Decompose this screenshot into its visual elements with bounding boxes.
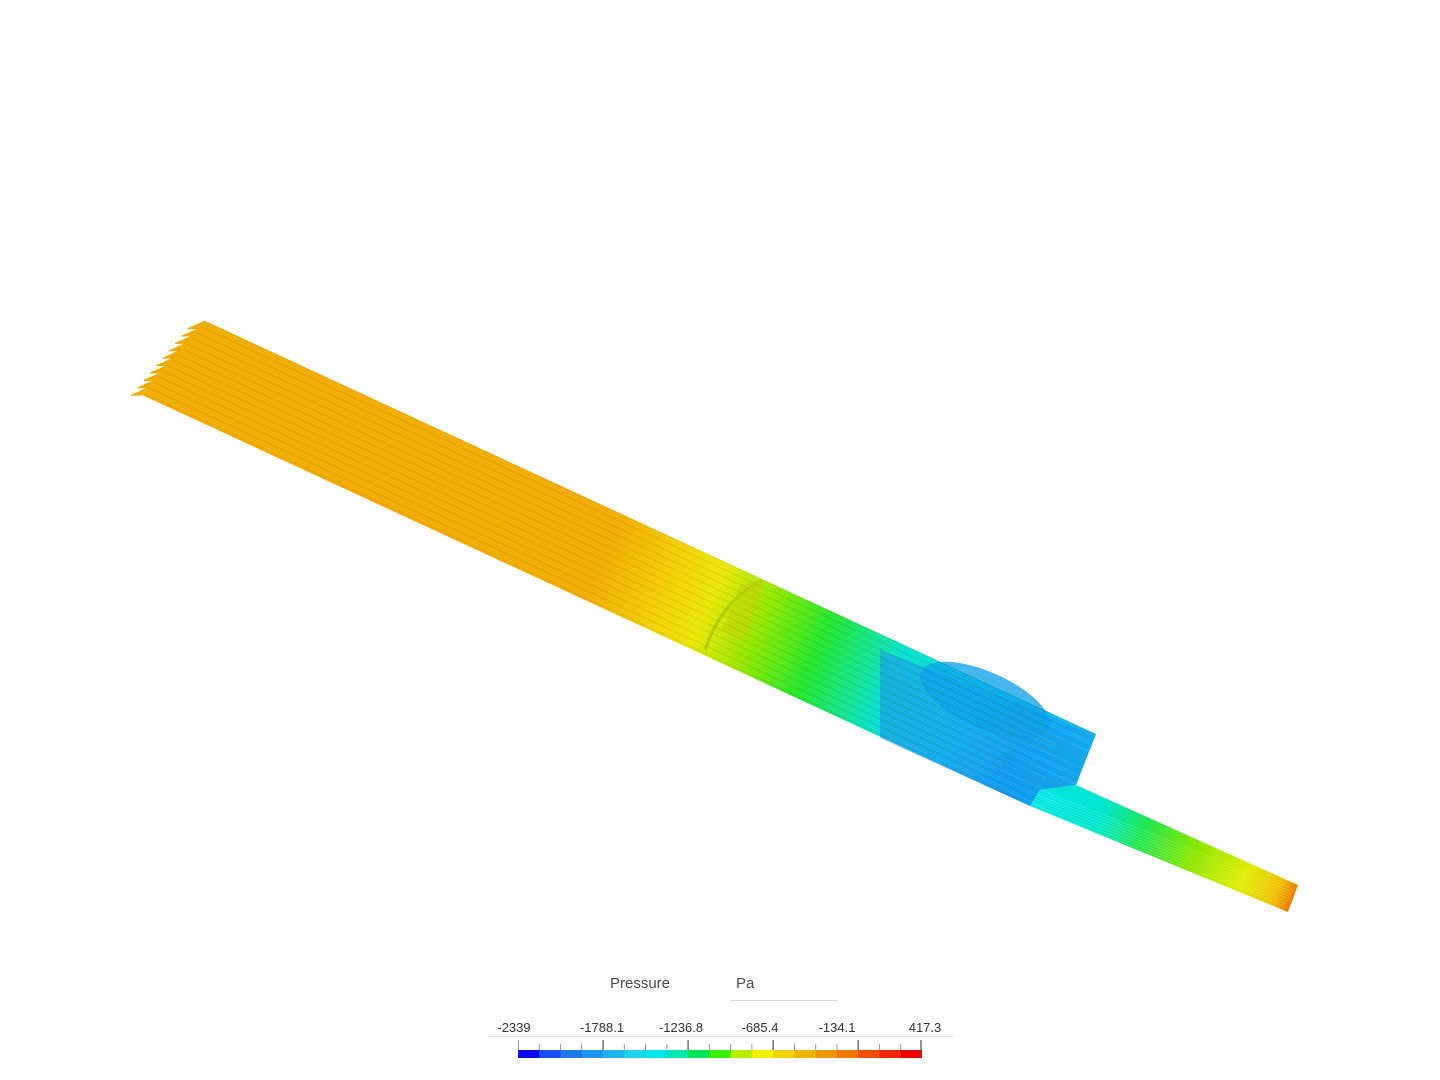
streamline: [151, 383, 1059, 805]
streamline: [168, 363, 1078, 785]
legend-tick-label: -685.4: [741, 1020, 779, 1035]
streamline: [152, 381, 1011, 780]
colorbar-segment: [666, 1050, 689, 1058]
legend-tick-label: -1788.1: [579, 1020, 625, 1035]
colorbar-segment: [879, 1050, 902, 1058]
streamline: [154, 379, 999, 772]
low-pressure-core: [920, 661, 1050, 739]
colorbar-segment: [815, 1050, 838, 1058]
streamline: [162, 370, 1070, 792]
legend-divider: [730, 1000, 838, 1001]
colorbar-segment: [773, 1050, 795, 1058]
streamline: [1032, 801, 1288, 902]
streamline: [156, 378, 1053, 795]
streamline: [181, 348, 1068, 760]
colorbar-segment: [645, 1050, 668, 1058]
inlet-teeth-shape: [130, 320, 206, 396]
transition-shade: [722, 580, 765, 640]
streamline: [145, 391, 1054, 813]
streamline: [141, 394, 984, 786]
streamline: [171, 359, 1013, 750]
3d-viewport[interactable]: [0, 0, 1440, 960]
streamline: [195, 331, 1044, 726]
legend-tick-rule: [488, 1036, 954, 1037]
streamline: [203, 322, 1113, 745]
colorbar-segment: [858, 1050, 880, 1058]
streamline: [182, 346, 1022, 736]
streamline: [174, 355, 1076, 774]
streamline: [143, 392, 1006, 793]
streamline: [160, 372, 1018, 771]
colorbar-segment: [539, 1050, 562, 1058]
streamline: [187, 341, 1056, 744]
streamline: [170, 361, 1034, 762]
streamline: [204, 320, 1079, 726]
streamline: [146, 389, 1023, 796]
colorbar-segment: [794, 1050, 817, 1058]
streamline: [193, 333, 1046, 729]
streamline: [198, 328, 1090, 742]
colorbar: [518, 1040, 922, 1058]
colorbar-segment: [709, 1050, 732, 1058]
streamline: [184, 344, 1054, 749]
color-legend: Pressure Pa -2339 -1788.1 -1236.8 -685.4…: [480, 968, 960, 1068]
streamline: [192, 335, 1097, 755]
legend-tick-label: -134.1: [818, 1020, 856, 1035]
legend-tick-label: 417.3: [908, 1020, 942, 1035]
streamlines: [141, 320, 1296, 907]
streamline: [189, 339, 1029, 729]
colorbar-segment: [518, 1050, 540, 1058]
colorbar-segment: [603, 1050, 625, 1058]
streamline: [163, 368, 1046, 778]
pressure-contour-model: [130, 320, 1298, 912]
streamline: [149, 385, 1030, 794]
legend-quantity-label: Pressure: [610, 975, 671, 992]
streamline: [1039, 789, 1296, 891]
streamline: [178, 352, 1031, 748]
colorbar-segment: [730, 1050, 753, 1058]
streamline: [157, 376, 1055, 793]
colorbar-segment: [688, 1050, 710, 1058]
colorbar-segment: [560, 1050, 583, 1058]
streamline: [185, 342, 1096, 765]
streamline: [1035, 796, 1291, 898]
duct-body: [142, 321, 1096, 806]
streamline: [1038, 792, 1294, 893]
colorbar-segment: [836, 1050, 859, 1058]
streamline: [173, 357, 1066, 772]
streamline: [176, 354, 1025, 748]
streamline: [200, 326, 1041, 717]
legend-tick-label: -2339: [497, 1020, 531, 1035]
colorbar-segment: [751, 1050, 774, 1058]
streamline: [196, 330, 1099, 749]
legend-tick-label: -1236.8: [658, 1020, 704, 1035]
streamline: [179, 350, 1085, 771]
streamline: [1029, 805, 1286, 907]
legend-unit-label: Pa: [736, 975, 755, 992]
streamline: [1031, 803, 1287, 904]
colorbar-segment: [624, 1050, 647, 1058]
inlet-edge: [130, 320, 206, 396]
colorbar-segment: [900, 1050, 922, 1058]
streamline: [165, 367, 1004, 756]
streamline: [1034, 798, 1290, 900]
outlet-nozzle: [1030, 785, 1298, 912]
streamline: [201, 324, 1067, 726]
streamline: [167, 365, 1042, 772]
streamline: [148, 387, 987, 777]
streamline: [159, 374, 1004, 767]
colorbar-segment: [581, 1050, 604, 1058]
streamline: [190, 337, 1079, 750]
streamline: [1037, 794, 1293, 895]
